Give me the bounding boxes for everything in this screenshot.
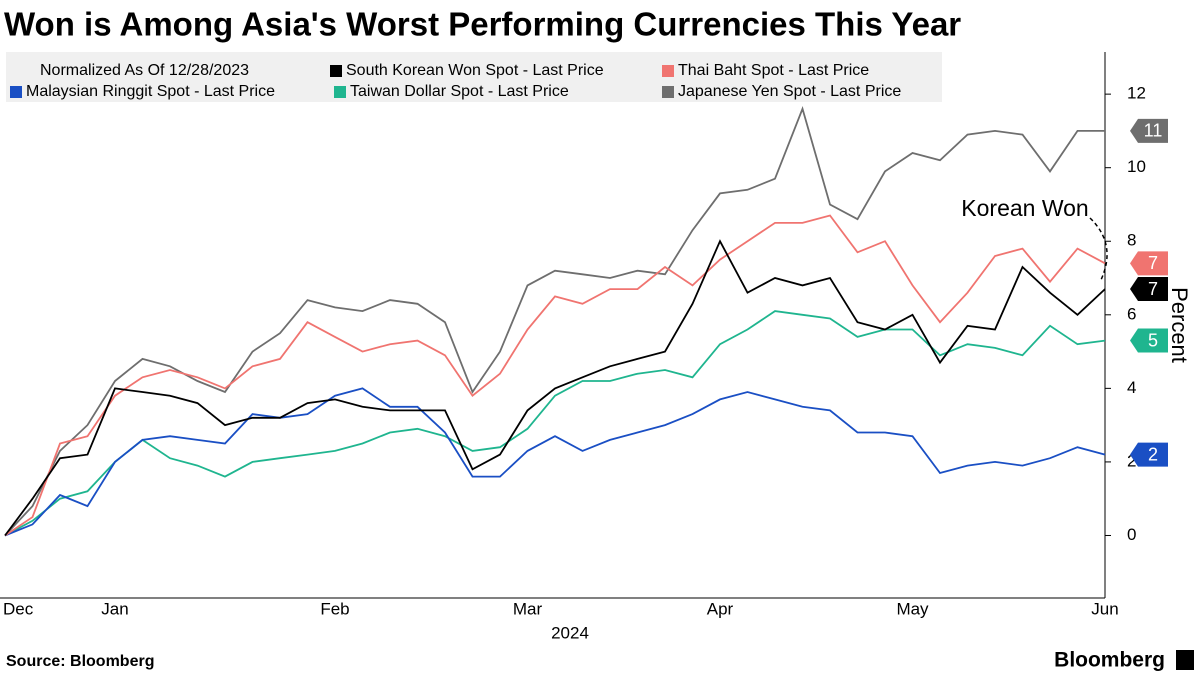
end-tag — [1130, 251, 1168, 276]
end-label: 7 — [1148, 279, 1158, 299]
end-tag — [1130, 442, 1168, 467]
end-label: 5 — [1148, 330, 1158, 350]
y-tick-label: 12 — [1127, 84, 1146, 103]
x-axis-label: 2024 — [551, 623, 589, 642]
x-tick-label: Dec — [3, 599, 34, 618]
y-tick-label: 6 — [1127, 304, 1136, 323]
line — [4, 106, 1105, 537]
source: Source: Bloomberg — [6, 653, 154, 670]
end-tag — [1130, 118, 1168, 143]
legend-label: Taiwan Dollar Spot - Last Price — [350, 83, 569, 100]
y-tick-label: 2 — [1127, 451, 1136, 470]
legend-swatch — [662, 65, 674, 77]
legend-label: Japanese Yen Spot - Last Price — [678, 83, 901, 100]
x-tick-label: May — [896, 599, 929, 618]
legend-label: South Korean Won Spot - Last Price — [346, 62, 604, 79]
legend-box — [6, 52, 942, 102]
y-tick-label: 10 — [1127, 157, 1146, 176]
legend-swatch — [334, 86, 346, 98]
end-tag — [1130, 277, 1168, 302]
end-label: 11 — [1144, 121, 1163, 141]
brand: Bloomberg — [1054, 649, 1165, 672]
x-tick-label: Mar — [513, 599, 543, 618]
chart-title: Won is Among Asia's Worst Performing Cur… — [4, 6, 961, 43]
line — [4, 239, 1106, 537]
legend-label: Malaysian Ringgit Spot - Last Price — [26, 83, 275, 100]
y-tick-label: 0 — [1127, 525, 1136, 544]
annotation: Korean Won — [961, 195, 1088, 221]
line — [4, 214, 1106, 537]
legend-swatch — [662, 86, 674, 98]
y-axis-label: Percent — [1167, 287, 1192, 363]
legend-swatch — [330, 65, 342, 77]
end-tag — [1130, 328, 1168, 353]
line — [4, 387, 1106, 537]
line — [4, 310, 1106, 537]
legend-label: Thai Baht Spot - Last Price — [678, 62, 869, 79]
y-tick-label: 8 — [1127, 231, 1136, 250]
annotation-arrow — [1089, 217, 1108, 283]
legend-swatch — [10, 86, 22, 98]
legend-title: Normalized As Of 12/28/2023 — [40, 62, 249, 79]
y-tick-label: 4 — [1127, 378, 1136, 397]
x-tick-label: Jan — [101, 599, 128, 618]
brand-icon — [1176, 650, 1194, 670]
x-tick-label: Feb — [320, 599, 349, 618]
x-tick-label: Apr — [707, 599, 734, 618]
x-tick-label: Jun — [1091, 599, 1118, 618]
end-label: 7 — [1148, 253, 1158, 273]
end-label: 2 — [1148, 444, 1158, 464]
